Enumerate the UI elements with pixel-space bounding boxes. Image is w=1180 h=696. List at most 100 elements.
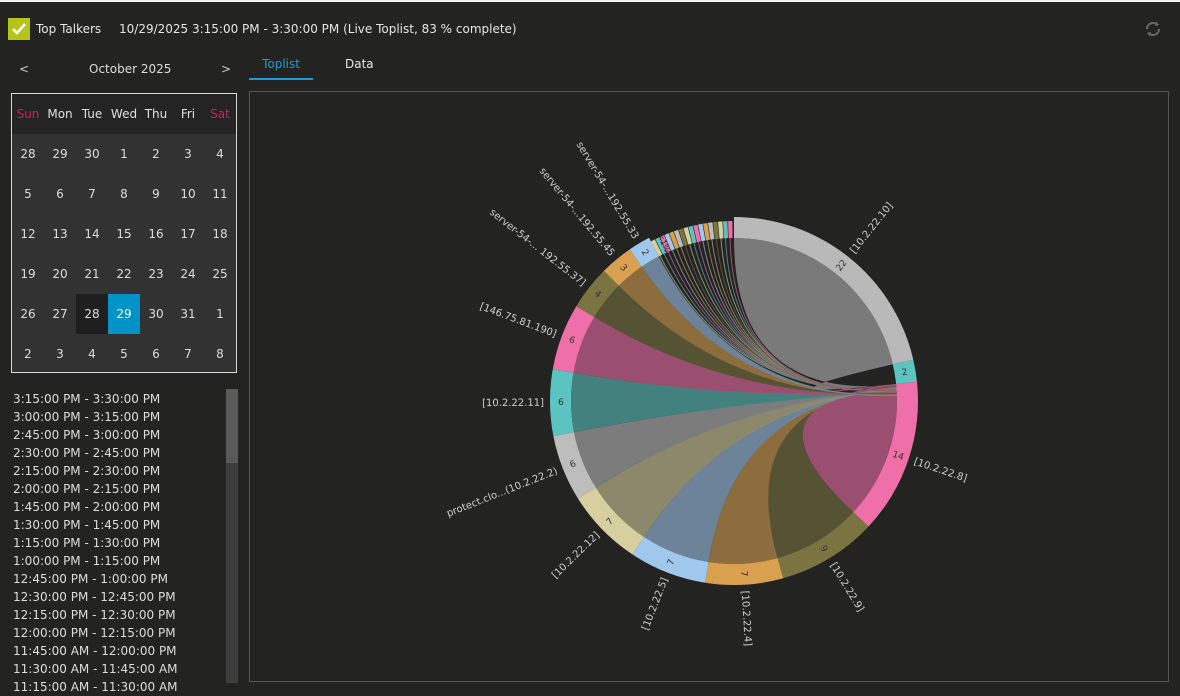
calendar-day[interactable]: 1 xyxy=(216,307,224,321)
calendar-day[interactable]: 7 xyxy=(184,347,192,361)
calendar-day[interactable]: 13 xyxy=(52,227,68,241)
time-slot-item[interactable]: 3:15:00 PM - 3:30:00 PM xyxy=(13,392,161,406)
calendar-day[interactable]: 28 xyxy=(20,147,36,161)
chord-ribbon xyxy=(644,387,897,562)
calendar-day[interactable]: 22 xyxy=(116,267,132,281)
calendar-day[interactable]: 4 xyxy=(88,347,96,361)
calendar-day[interactable]: 5 xyxy=(24,187,32,201)
segment-value-label: 2 xyxy=(639,248,651,258)
chord-segment-small xyxy=(717,221,724,239)
time-list-scrollbar[interactable] xyxy=(226,389,238,683)
chord-segment-small xyxy=(712,221,719,240)
chord-segment-small xyxy=(655,237,667,255)
calendar-day[interactable]: 29 xyxy=(52,147,68,161)
segment-host-label: [10.2.22.12] xyxy=(550,530,602,581)
time-slot-item[interactable]: 1:30:00 PM - 1:45:00 PM xyxy=(13,518,161,532)
calendar-day[interactable]: 6 xyxy=(152,347,160,361)
segment-host-label: [10.2.22.5] xyxy=(640,576,670,632)
weekday-tue: Tue xyxy=(81,107,103,121)
calendar-day[interactable]: 1 xyxy=(120,147,128,161)
time-slot-item[interactable]: 3:00:00 PM - 3:15:00 PM xyxy=(13,410,161,424)
chord-segment xyxy=(576,270,619,318)
tab-data[interactable]: Data xyxy=(345,57,374,71)
segment-value-label: 7 xyxy=(605,516,616,527)
calendar-day[interactable]: 10 xyxy=(180,187,196,201)
calendar-day[interactable]: 24 xyxy=(180,267,196,281)
next-month-button[interactable]: > xyxy=(221,62,232,76)
calendar-day[interactable]: 17 xyxy=(180,227,196,241)
window-top-edge xyxy=(0,0,1180,2)
calendar-day[interactable]: 12 xyxy=(20,227,36,241)
calendar-day[interactable]: 23 xyxy=(148,267,164,281)
calendar-day[interactable]: 18 xyxy=(212,227,228,241)
time-slot-item[interactable]: 1:00:00 PM - 1:15:00 PM xyxy=(13,554,161,568)
chord-segment-small xyxy=(678,228,688,246)
chord-segment xyxy=(629,237,659,267)
time-slot-item[interactable]: 12:45:00 PM - 1:00:00 PM xyxy=(13,572,168,586)
calendar-day[interactable]: 8 xyxy=(216,347,224,361)
calendar-day[interactable]: 20 xyxy=(52,267,68,281)
segment-host-label: [10.2.22.10] xyxy=(848,201,895,256)
calendar-day[interactable]: 31 xyxy=(180,307,196,321)
chord-segment-small xyxy=(669,231,680,249)
calendar-day[interactable]: 30 xyxy=(84,147,100,161)
calendar-day[interactable]: 5 xyxy=(120,347,128,361)
weekday-thu: Thu xyxy=(144,107,168,121)
time-slot-item[interactable]: 1:45:00 PM - 2:00:00 PM xyxy=(13,500,161,514)
time-slot-item[interactable]: 2:30:00 PM - 2:45:00 PM xyxy=(13,446,161,460)
prev-month-button[interactable]: < xyxy=(19,62,30,76)
calendar-day[interactable]: 25 xyxy=(212,267,228,281)
time-slot-item[interactable]: 2:00:00 PM - 2:15:00 PM xyxy=(13,482,161,496)
calendar-day[interactable]: 7 xyxy=(88,187,96,201)
calendar-day[interactable]: 4 xyxy=(216,147,224,161)
calendar-day[interactable]: 15 xyxy=(116,227,132,241)
time-slot-item[interactable]: 1:15:00 PM - 1:30:00 PM xyxy=(13,536,161,550)
chord-ribbon xyxy=(708,386,897,564)
month-label: October 2025 xyxy=(89,62,172,76)
tab-toplist[interactable]: Toplist xyxy=(262,57,300,71)
active-tab-indicator xyxy=(249,78,313,80)
calendar-day[interactable]: 2 xyxy=(24,347,32,361)
calendar-day[interactable]: 30 xyxy=(148,307,164,321)
weekday-sun: Sun xyxy=(16,107,40,121)
calendar: Sun Mon Tue Wed Thu Fri Sat 28 29 30 1 2 3 4 5 6 7 8 9 10 1… xyxy=(11,93,237,373)
enable-checkbox[interactable] xyxy=(8,18,30,40)
scrollbar-thumb[interactable] xyxy=(226,389,238,463)
segment-host-label: [10.2.22.11] xyxy=(482,398,544,410)
calendar-day[interactable]: 6 xyxy=(56,187,64,201)
time-slot-item[interactable]: 12:30:00 PM - 12:45:00 PM xyxy=(13,590,176,604)
chord-ribbon xyxy=(594,285,897,395)
calendar-day[interactable]: 29 xyxy=(108,294,140,334)
weekday-fri: Fri xyxy=(180,107,196,121)
refresh-icon[interactable] xyxy=(1144,20,1162,38)
calendar-day[interactable]: 3 xyxy=(56,347,64,361)
calendar-day[interactable]: 8 xyxy=(120,187,128,201)
calendar-day[interactable]: 11 xyxy=(212,187,228,201)
time-slot-list: 3:15:00 PM - 3:30:00 PM 3:00:00 PM - 3:15… xyxy=(13,390,178,696)
chord-ribbon xyxy=(618,266,897,396)
calendar-day[interactable]: 14 xyxy=(84,227,100,241)
calendar-day[interactable]: 21 xyxy=(84,267,100,281)
time-slot-item[interactable]: 12:00:00 PM - 12:15:00 PM xyxy=(13,626,176,640)
chord-ribbon xyxy=(734,238,897,390)
calendar-day[interactable]: 3 xyxy=(184,147,192,161)
calendar-day[interactable]: 16 xyxy=(148,227,164,241)
calendar-day[interactable]: 28 xyxy=(76,294,108,334)
time-slot-item[interactable]: 2:15:00 PM - 2:30:00 PM xyxy=(13,464,161,478)
time-slot-item[interactable]: 11:45:00 AM - 12:00:00 PM xyxy=(13,644,177,658)
time-slot-item[interactable]: 11:30:00 AM - 11:45:00 AM xyxy=(13,662,178,676)
time-slot-item[interactable]: 12:15:00 PM - 12:30:00 PM xyxy=(13,608,176,622)
segment-value-label: 2 xyxy=(901,368,908,379)
calendar-days: 28 29 30 1 2 3 4 5 6 7 8 9 10 11 12 13 14 15 16 17 18 19 20 21 2… xyxy=(12,134,236,374)
chord-segment xyxy=(577,487,645,555)
chord-segment-small xyxy=(683,227,693,245)
calendar-weekdays: Sun Mon Tue Wed Thu Fri Sat xyxy=(12,94,236,134)
time-slot-item[interactable]: 2:45:00 PM - 3:00:00 PM xyxy=(13,428,161,442)
calendar-day[interactable]: 2 xyxy=(152,147,160,161)
calendar-day[interactable]: 19 xyxy=(20,267,36,281)
calendar-day[interactable]: 9 xyxy=(152,187,160,201)
calendar-day[interactable]: 26 xyxy=(20,307,36,321)
time-slot-item[interactable]: 11:15:00 AM - 11:30:00 AM xyxy=(13,680,178,694)
chord-ribbon xyxy=(571,372,897,433)
calendar-day[interactable]: 27 xyxy=(52,307,68,321)
